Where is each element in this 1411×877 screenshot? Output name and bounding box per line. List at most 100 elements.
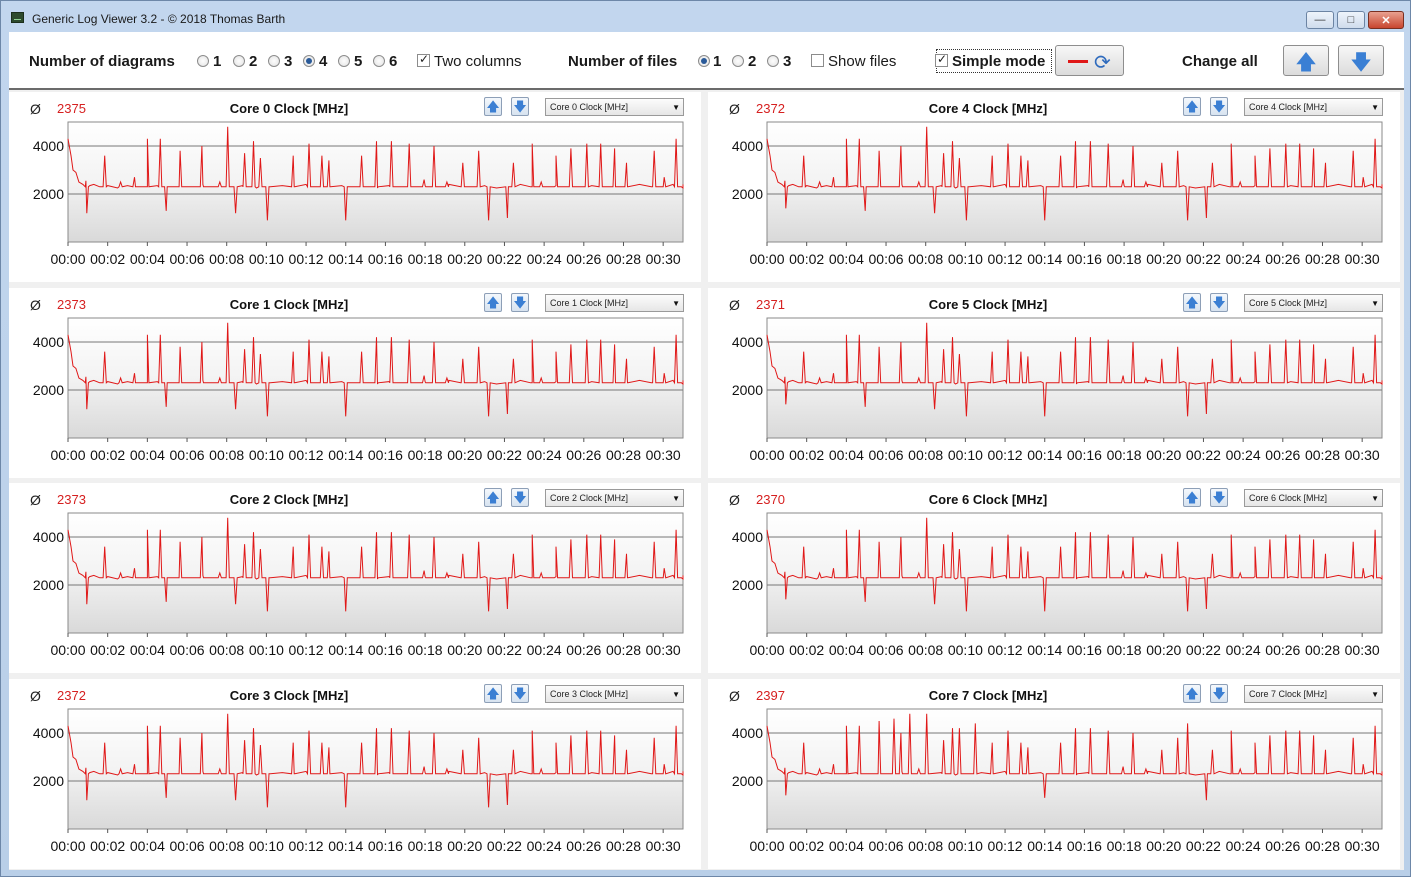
move-up-button[interactable]: 🡅 (484, 488, 502, 507)
simple-mode-checkbox[interactable] (935, 52, 948, 67)
diagrams-radio-6[interactable] (373, 55, 385, 67)
move-up-button[interactable]: 🡅 (1183, 97, 1201, 116)
x-tick-label: 00:02 (789, 642, 824, 658)
sensor-select[interactable]: Core 1 Clock [MHz] ▼ (545, 294, 684, 312)
diagrams-radio-4-label[interactable]: 4 (319, 53, 328, 70)
sensor-select[interactable]: Core 6 Clock [MHz] ▼ (1244, 489, 1383, 507)
change-all-down-button[interactable]: 🡇 (1338, 45, 1384, 76)
arrow-up-icon: 🡅 (1295, 51, 1317, 74)
chart-svg[interactable]: 2000 4000 00:00 00:02 00:04 00:06 00:08 00:10 00… (708, 288, 1400, 478)
x-tick-label: 00:18 (408, 447, 443, 463)
chart-svg[interactable]: 2000 4000 00:00 00:02 00:04 00:06 00:08 00:10 00… (9, 92, 701, 282)
move-down-button[interactable]: 🡇 (1210, 293, 1228, 312)
move-down-button[interactable]: 🡇 (1210, 488, 1228, 507)
series-line (766, 322, 1383, 417)
sensor-select[interactable]: Core 7 Clock [MHz] ▼ (1244, 685, 1383, 703)
x-tick-label: 00:08 (908, 838, 943, 854)
x-tick-label: 00:00 (50, 447, 85, 463)
files-radio-3[interactable] (767, 55, 779, 67)
sensor-select[interactable]: Core 2 Clock [MHz] ▼ (545, 489, 684, 507)
files-radio-2[interactable] (732, 55, 744, 67)
diagrams-radio-2[interactable] (233, 55, 245, 67)
color-refresh-button[interactable]: ⟳ (1055, 45, 1124, 76)
x-tick-label: 00:14 (328, 251, 363, 267)
move-up-button[interactable]: 🡅 (1183, 488, 1201, 507)
show-files-checkbox[interactable] (811, 54, 824, 67)
chart-svg[interactable]: 2000 4000 00:00 00:02 00:04 00:06 00:08 00:10 00… (9, 483, 701, 673)
x-tick-label: 00:08 (209, 642, 244, 658)
files-radio-1[interactable] (698, 55, 710, 67)
diagram-title: Core 1 Clock [MHz] (229, 297, 349, 312)
chart-svg[interactable]: 2000 4000 00:00 00:02 00:04 00:06 00:08 00:10 00… (9, 288, 701, 478)
average-value: 2371 (756, 297, 785, 312)
diagrams-radio-5-label[interactable]: 5 (354, 53, 363, 70)
average-value: 2372 (756, 101, 785, 116)
files-radio-2-label[interactable]: 2 (748, 53, 757, 70)
x-tick-label: 00:06 (170, 251, 205, 267)
x-tick-label: 00:12 (988, 838, 1023, 854)
move-down-button[interactable]: 🡇 (511, 293, 529, 312)
move-down-button[interactable]: 🡇 (511, 488, 529, 507)
move-down-button[interactable]: 🡇 (511, 684, 529, 703)
diagrams-radio-3[interactable] (268, 55, 280, 67)
diagrams-radio-6-label[interactable]: 6 (389, 53, 398, 70)
show-files-label[interactable]: Show files (828, 53, 897, 70)
minimize-button[interactable]: — (1306, 11, 1334, 29)
x-tick-label: 00:00 (749, 642, 784, 658)
two-columns-checkbox[interactable] (417, 52, 430, 67)
diagram-panel: Ø 2370 Core 6 Clock [MHz] 🡅 🡇 Core 6 Clock [M… (708, 483, 1400, 673)
move-down-button[interactable]: 🡇 (511, 97, 529, 116)
y-tick-label: 4000 (732, 725, 763, 741)
x-tick-label: 00:00 (749, 251, 784, 267)
change-all-up-button[interactable]: 🡅 (1283, 45, 1329, 76)
chart-svg[interactable]: 2000 4000 00:00 00:02 00:04 00:06 00:08 00:10 00… (708, 483, 1400, 673)
chart-svg[interactable]: 2000 4000 00:00 00:02 00:04 00:06 00:08 00:10 00… (708, 92, 1400, 282)
x-tick-label: 00:22 (487, 251, 522, 267)
diagram-title: Core 3 Clock [MHz] (229, 688, 349, 703)
close-button[interactable]: ✕ (1368, 11, 1404, 29)
title-bar[interactable]: Generic Log Viewer 3.2 - © 2018 Thomas B… (1, 1, 1410, 31)
x-tick-label: 00:18 (408, 838, 443, 854)
simple-mode-label[interactable]: Simple mode (952, 53, 1046, 70)
x-tick-label: 00:04 (130, 838, 165, 854)
diagrams-radio-1-label[interactable]: 1 (213, 53, 222, 70)
chart-svg[interactable]: 2000 4000 00:00 00:02 00:04 00:06 00:08 00:10 00… (708, 679, 1400, 869)
move-up-button[interactable]: 🡅 (1183, 293, 1201, 312)
x-tick-label: 00:00 (50, 838, 85, 854)
x-tick-label: 00:12 (988, 447, 1023, 463)
files-radio-1-label[interactable]: 1 (713, 53, 722, 70)
x-tick-label: 00:26 (566, 838, 601, 854)
x-tick-label: 00:16 (368, 251, 403, 267)
diagrams-radio-5[interactable] (338, 55, 350, 67)
x-tick-label: 00:22 (487, 447, 522, 463)
move-up-button[interactable]: 🡅 (1183, 684, 1201, 703)
sensor-select[interactable]: Core 4 Clock [MHz] ▼ (1244, 98, 1383, 116)
diagrams-radio-4[interactable] (303, 55, 315, 67)
refresh-icon: ⟳ (1094, 52, 1111, 74)
move-down-button[interactable]: 🡇 (1210, 97, 1228, 116)
diagrams-radio-1[interactable] (197, 55, 209, 67)
x-tick-label: 00:16 (1067, 642, 1102, 658)
diagram-title: Core 6 Clock [MHz] (928, 492, 1048, 507)
files-radio-3-label[interactable]: 3 (783, 53, 792, 70)
diagrams-radio-2-label[interactable]: 2 (249, 53, 258, 70)
chart-svg[interactable]: 2000 4000 00:00 00:02 00:04 00:06 00:08 00:10 00… (9, 679, 701, 869)
two-columns-label[interactable]: Two columns (434, 53, 522, 70)
move-up-button[interactable]: 🡅 (484, 97, 502, 116)
sensor-select[interactable]: Core 5 Clock [MHz] ▼ (1244, 294, 1383, 312)
x-tick-label: 00:28 (606, 447, 641, 463)
move-up-button[interactable]: 🡅 (484, 684, 502, 703)
sensor-select-value: Core 6 Clock [MHz] (1249, 493, 1328, 503)
sensor-select[interactable]: Core 3 Clock [MHz] ▼ (545, 685, 684, 703)
move-up-button[interactable]: 🡅 (484, 293, 502, 312)
diagrams-radio-3-label[interactable]: 3 (284, 53, 293, 70)
x-tick-label: 00:14 (1027, 447, 1062, 463)
x-tick-label: 00:28 (606, 642, 641, 658)
average-symbol: Ø (729, 688, 740, 704)
x-tick-label: 00:06 (170, 838, 205, 854)
maximize-button[interactable]: □ (1337, 11, 1365, 29)
sensor-select[interactable]: Core 0 Clock [MHz] ▼ (545, 98, 684, 116)
sensor-select-value: Core 1 Clock [MHz] (550, 298, 629, 308)
move-down-button[interactable]: 🡇 (1210, 684, 1228, 703)
sensor-select-value: Core 7 Clock [MHz] (1249, 689, 1328, 699)
